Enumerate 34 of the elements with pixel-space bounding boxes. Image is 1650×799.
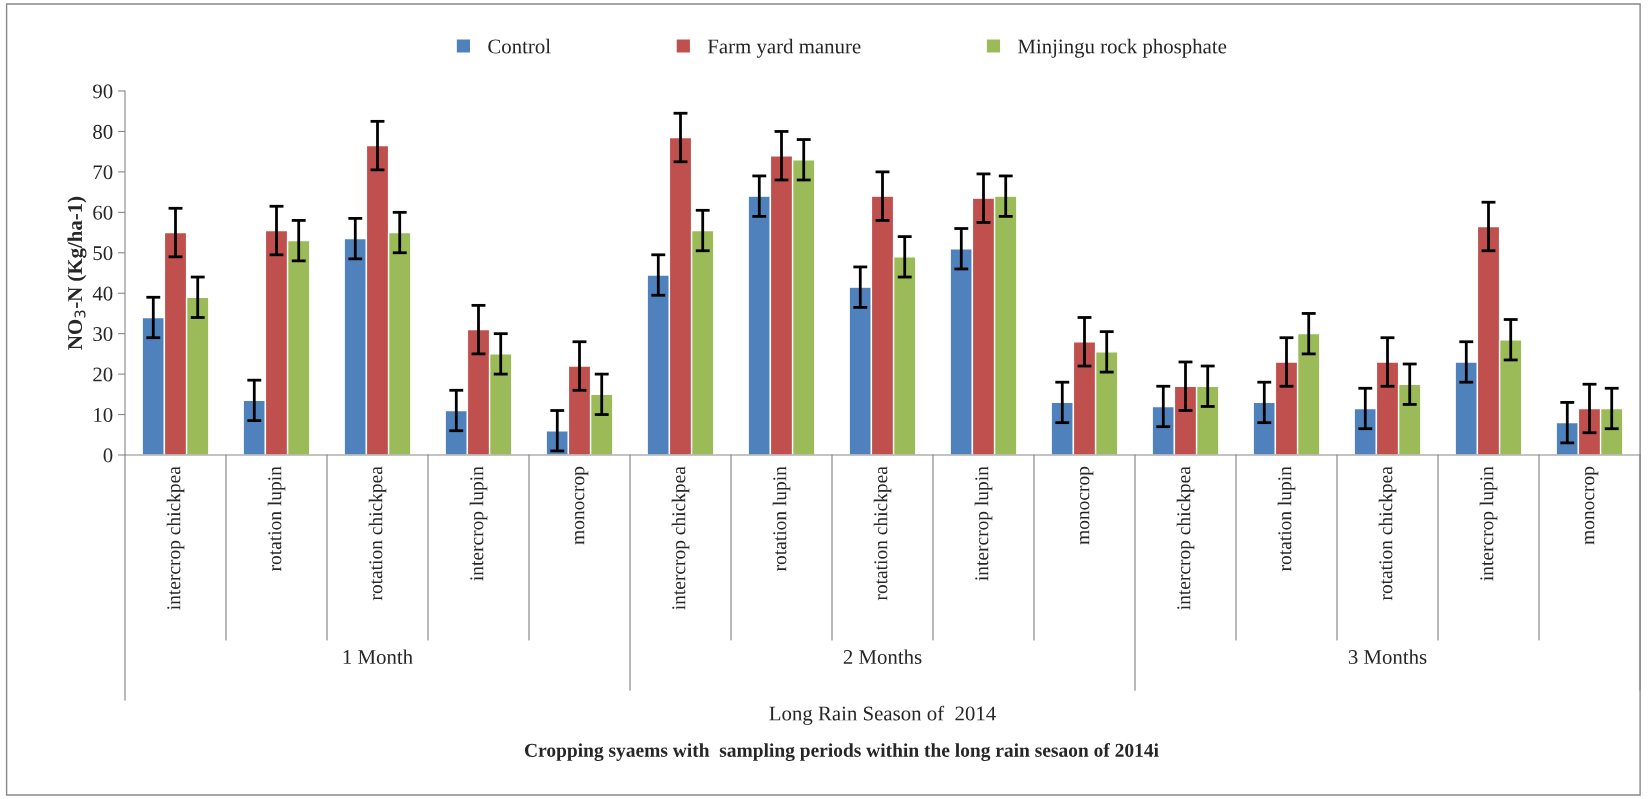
legend-label: Farm yard manure [707,38,861,58]
y-tick-label: 20 [93,367,113,382]
text: 3 Months [1348,649,1427,665]
x-axis-title: Long Rain Season of 2014 [769,705,996,725]
y-axis-title: NO$_{3}$-N (Kg/ha-1) [67,196,87,350]
y-tick-label: 10 [94,407,113,422]
x-tick-label: monocrop [1080,466,1094,545]
y-tick-label: 60 [93,205,113,220]
x-tick-label: rotation chickpea [1378,466,1397,601]
text: Cropping syaems with sampling periods within the long rain sesaon of 2014i [524,743,1159,761]
text: 1 Month [343,649,413,665]
x-tick-label: rotation lupin [267,466,286,572]
x-tick-label: monocrop [575,466,589,545]
x-tick-label: intercrop lupin [469,466,488,581]
legend-label: Control [488,38,551,54]
y-tick-label: 90 [93,84,113,99]
y-tick-label: 80 [93,124,113,139]
x-tick-label: rotation lupin [772,466,791,572]
x-tick-label: rotation chickpea [873,466,892,601]
x-tick-label: intercrop chickpea [166,466,185,610]
legend-label: Minjingu rock phosphate [1018,38,1227,58]
x-tick-label: intercrop chickpea [671,466,690,610]
y-tick-label: 0 [103,448,113,463]
x-tick-label: intercrop lupin [974,466,993,581]
y-tick-label: 40 [92,286,113,301]
y-tick-label: 50 [93,246,113,261]
x-tick-label: intercrop lupin [1479,466,1498,581]
x-tick-label: intercrop chickpea [1176,466,1195,610]
x-tick-label: rotation chickpea [368,466,387,601]
x-tick-label: monocrop [1585,466,1599,545]
x-tick-label: rotation lupin [1277,466,1296,572]
y-tick-label: 70 [93,165,113,180]
y-tick-label: 30 [93,327,113,342]
text: 2 Months [843,649,922,665]
